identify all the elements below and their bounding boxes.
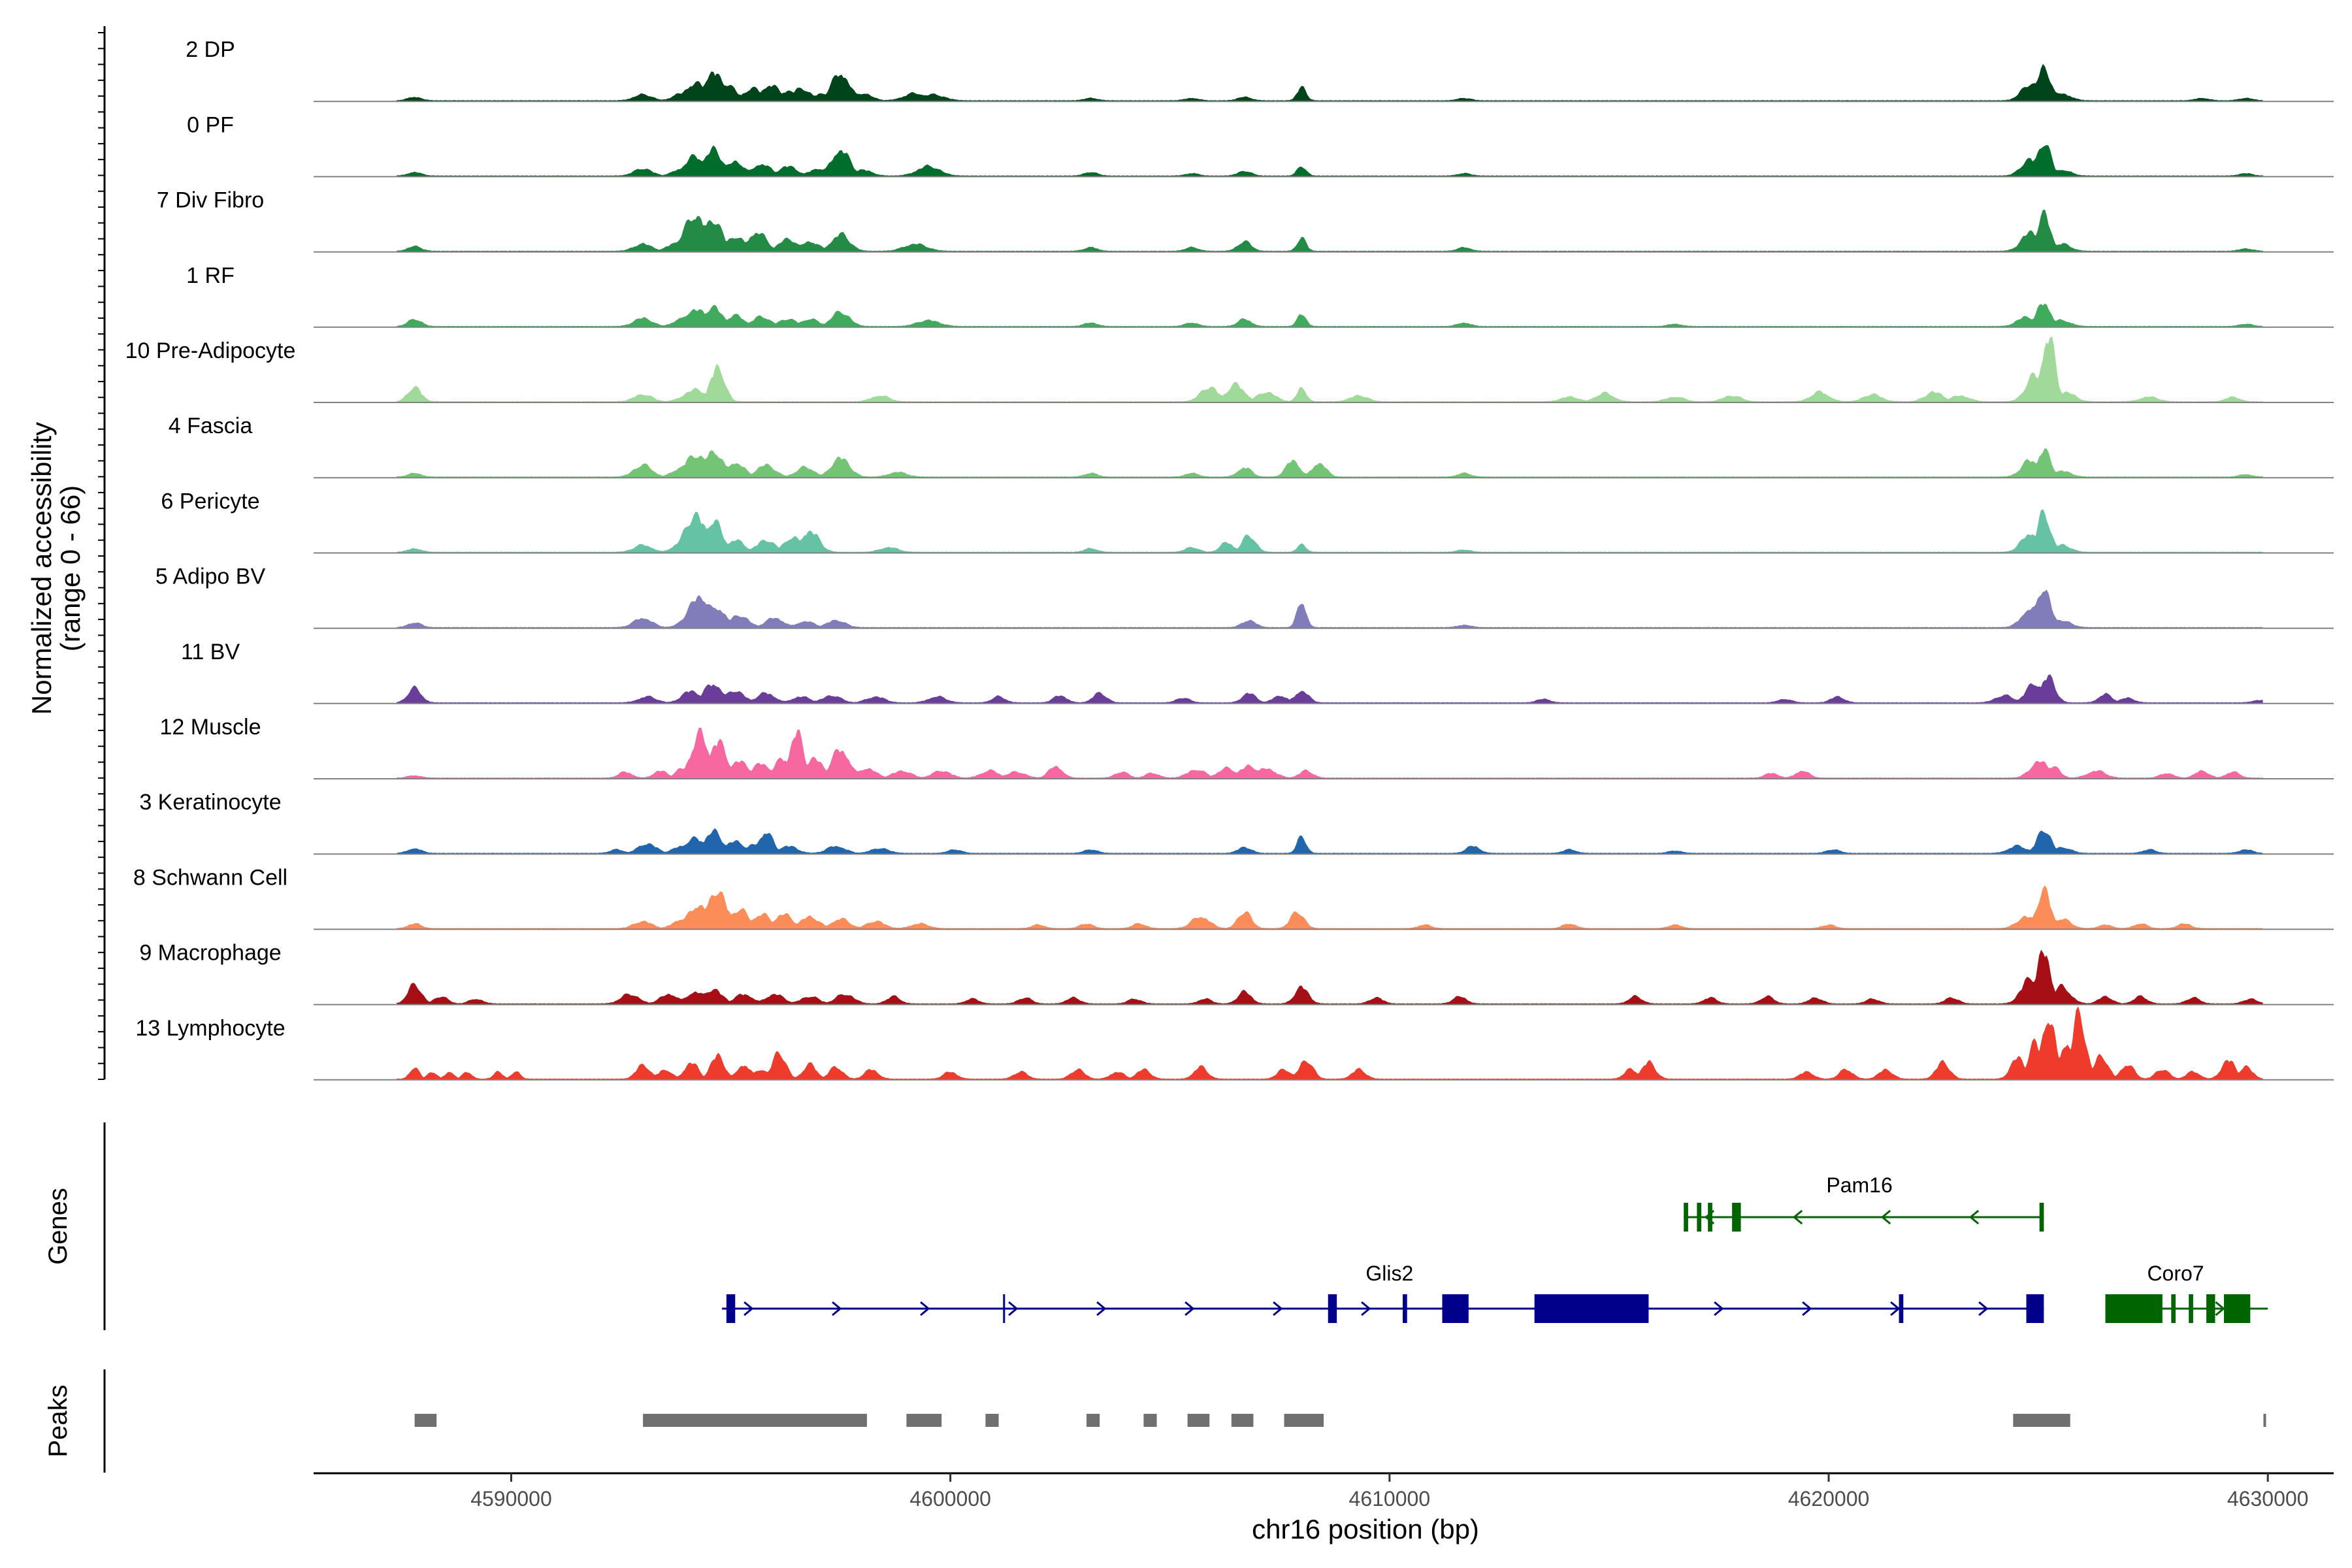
track-label-13-lymphocyte: 13 Lymphocyte	[135, 1016, 285, 1041]
x-tick-label: 4600000	[909, 1487, 991, 1511]
gene-exon-pam16	[2039, 1203, 2044, 1232]
track-area-2-dp	[397, 63, 2263, 102]
track-label-11-bv: 11 BV	[181, 640, 240, 664]
track-label-8-schwann-cell: 8 Schwann Cell	[133, 865, 287, 890]
gene-exon-glis2	[1442, 1294, 1469, 1323]
x-tick-label: 4610000	[1349, 1487, 1431, 1511]
track-area-7-div-fibro	[397, 209, 2263, 253]
gene-exon-coro7	[2105, 1294, 2163, 1323]
gene-label-coro7: Coro7	[2147, 1262, 2204, 1285]
gene-strand-arrow	[1890, 1301, 1901, 1316]
genes-panel: Pam16 Glis2 Coro7	[722, 1173, 2268, 1323]
track-label-9-macrophage: 9 Macrophage	[139, 941, 281, 966]
y-axis-title-line1: Normalized accessibility	[26, 422, 57, 715]
y-axis	[98, 26, 106, 1080]
gene-exon-glis2	[1534, 1294, 1649, 1323]
genes-panel-label: Genes	[44, 1188, 73, 1265]
track-labels: 2 DP 0 PF 7 Div Fibro 1 RF 10 Pre-Adipocyte 4…	[125, 37, 296, 1041]
peak-region	[1284, 1414, 1324, 1427]
track-area-8-schwann-cell	[397, 885, 2263, 930]
track-area-11-bv	[397, 674, 2263, 704]
gene-label-glis2: Glis2	[1365, 1262, 1413, 1285]
track-label-5-adipo-bv: 5 Adipo BV	[155, 564, 266, 589]
gene-exon-coro7	[2189, 1294, 2193, 1323]
gene-strand-arrow	[1096, 1301, 1107, 1316]
gene-strand-arrow	[1978, 1301, 1989, 1316]
peak-region	[414, 1414, 437, 1427]
gene-strand-arrow	[832, 1301, 842, 1316]
peak-region	[643, 1414, 867, 1427]
track-area-10-pre-adipocyte	[397, 336, 2263, 403]
peak-region	[1086, 1414, 1100, 1427]
gene-exon-glis2	[1328, 1294, 1337, 1323]
gene-strand-arrow	[1184, 1301, 1195, 1316]
gene-strand-arrow	[1361, 1301, 1371, 1316]
gene-strand-arrow	[1880, 1209, 1891, 1225]
gene-exon-glis2	[2026, 1294, 2044, 1323]
track-label-3-keratinocyte: 3 Keratinocyte	[139, 790, 281, 815]
x-tick-label: 4590000	[470, 1487, 552, 1511]
peak-region	[1231, 1414, 1254, 1427]
peak-region	[906, 1414, 942, 1427]
track-area-4-fascia	[397, 448, 2263, 478]
gene-label-pam16: Pam16	[1826, 1173, 1892, 1197]
gene-exon-glis2	[1899, 1294, 1904, 1323]
track-label-4-fascia: 4 Fascia	[169, 414, 253, 438]
coverage-tracks	[314, 63, 2334, 1081]
peaks-panel	[414, 1414, 2266, 1427]
gene-strand-arrow	[1802, 1301, 1812, 1316]
gene-strand-arrow	[1008, 1301, 1019, 1316]
track-area-0-pf	[397, 144, 2263, 177]
gene-exon-coro7	[2171, 1294, 2176, 1323]
x-axis-ticks: 4590000 4600000 4610000 4620000 4630000	[470, 1473, 2308, 1511]
gene-strand-arrow	[2215, 1301, 2225, 1316]
gene-exon-glis2	[726, 1294, 736, 1323]
peaks-panel-label: Peaks	[44, 1384, 73, 1457]
peak-region	[1187, 1414, 1210, 1427]
gene-strand-arrow	[743, 1301, 754, 1316]
track-area-6-pericyte	[397, 509, 2263, 553]
gene-exon-pam16	[1684, 1203, 1688, 1232]
gene-exon-glis2	[1402, 1294, 1407, 1323]
x-axis-title: chr16 position (bp)	[1252, 1514, 1479, 1544]
track-label-10-pre-adipocyte: 10 Pre-Adipocyte	[125, 338, 296, 363]
track-area-9-macrophage	[397, 949, 2263, 1005]
gene-strand-arrow	[1792, 1209, 1803, 1225]
track-area-12-muscle	[397, 727, 2263, 779]
track-area-13-lymphocyte	[397, 1006, 2263, 1081]
peak-region	[2013, 1414, 2070, 1427]
gene-exon-coro7	[2223, 1294, 2251, 1323]
gene-exon-pam16	[1732, 1203, 1741, 1232]
gene-strand-arrow	[1273, 1301, 1283, 1316]
track-label-12-muscle: 12 Muscle	[160, 715, 261, 740]
peak-region	[1143, 1414, 1157, 1427]
gene-strand-arrow	[920, 1301, 930, 1316]
gene-exon-pam16	[1697, 1203, 1702, 1232]
x-tick-label: 4620000	[1788, 1487, 1870, 1511]
y-axis-title-line2: (range 0 - 66)	[55, 485, 86, 651]
track-label-7-div-fibro: 7 Div Fibro	[157, 188, 264, 213]
track-label-0-pf: 0 PF	[187, 112, 234, 137]
track-area-1-rf	[397, 303, 2263, 328]
peak-region	[985, 1414, 999, 1427]
track-label-2-dp: 2 DP	[186, 37, 235, 62]
track-label-1-rf: 1 RF	[186, 263, 235, 288]
gene-strand-arrow	[1714, 1301, 1724, 1316]
gene-exon-pam16	[1708, 1203, 1712, 1232]
track-area-5-adipo-bv	[397, 589, 2263, 629]
gene-exon-glis2	[1003, 1294, 1005, 1323]
gene-exon-coro7	[2206, 1294, 2215, 1323]
peak-region	[2263, 1414, 2266, 1427]
x-tick-label: 4630000	[2227, 1487, 2309, 1511]
gene-strand-arrow	[1968, 1209, 1980, 1225]
track-label-6-pericyte: 6 Pericyte	[161, 489, 259, 514]
track-area-3-keratinocyte	[397, 828, 2263, 855]
